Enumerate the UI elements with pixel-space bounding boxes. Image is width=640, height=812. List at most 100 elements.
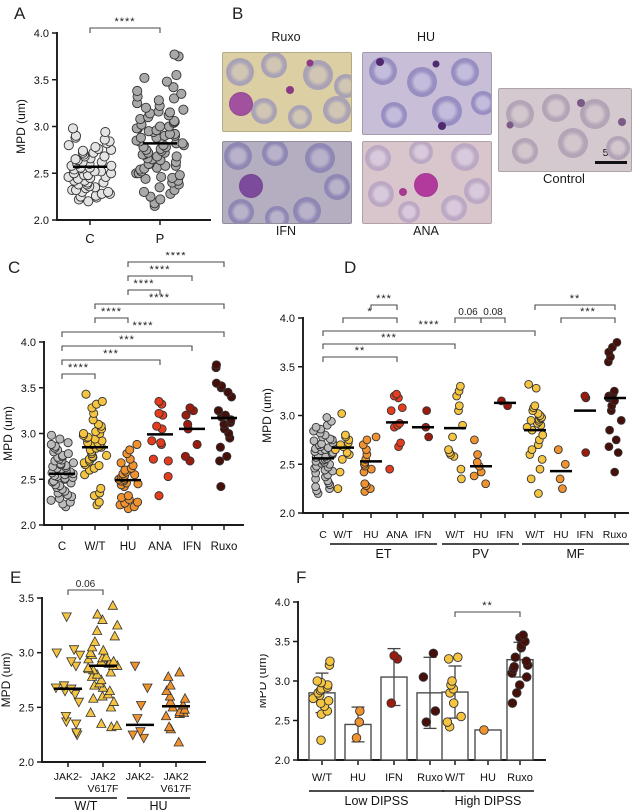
- svg-text:MPD (um): MPD (um): [260, 654, 269, 709]
- svg-text:MPD (um): MPD (um): [1, 406, 15, 461]
- svg-text:C: C: [85, 231, 94, 246]
- svg-text:***: ***: [103, 348, 119, 360]
- platelet: [398, 188, 407, 197]
- red-blood-cell: [305, 143, 336, 174]
- panel-d-letter: D: [344, 258, 357, 277]
- micrograph-control-label: Control: [543, 171, 585, 186]
- svg-text:W/T: W/T: [525, 529, 545, 541]
- svg-text:3.0: 3.0: [275, 676, 290, 688]
- svg-text:****: ****: [165, 252, 186, 262]
- svg-text:W/T: W/T: [312, 772, 332, 784]
- micrograph-hu: [362, 52, 492, 135]
- platelet: [285, 86, 294, 95]
- red-blood-cell: [580, 99, 611, 130]
- svg-text:***: ***: [376, 293, 392, 305]
- svg-text:2.0: 2.0: [34, 215, 49, 227]
- panel-b-letter: B: [232, 4, 244, 23]
- svg-text:****: ****: [133, 278, 154, 290]
- red-blood-cell: [367, 180, 394, 207]
- panel-e-letter: E: [10, 568, 22, 587]
- platelet: [432, 60, 440, 68]
- micrograph-ana: [362, 141, 492, 224]
- svg-text:MPD (um): MPD (um): [0, 653, 13, 708]
- svg-text:****: ****: [68, 362, 89, 374]
- micrograph-control: 5 um: [498, 88, 632, 172]
- svg-text:****: ****: [132, 320, 153, 332]
- red-blood-cell: [398, 200, 421, 223]
- svg-text:W/T: W/T: [445, 772, 465, 784]
- svg-text:3.0: 3.0: [280, 411, 295, 423]
- stained-cell: [228, 92, 253, 117]
- platelet: [438, 121, 447, 130]
- svg-text:W/T: W/T: [445, 529, 465, 541]
- stained-cell: [239, 173, 264, 198]
- svg-text:3.0: 3.0: [19, 648, 34, 660]
- svg-text:W/T: W/T: [333, 529, 353, 541]
- panel-c-letter: C: [8, 258, 21, 277]
- panel-d-plot: 2.0 2.5 3.0 3.5 4.0 MPD (um) C W/T HU ANA IFN W/T HU…: [260, 293, 629, 561]
- red-blood-cell: [323, 173, 350, 200]
- svg-text:4.0: 4.0: [21, 337, 36, 349]
- platelet: [375, 57, 384, 66]
- svg-text:****: ****: [101, 306, 122, 318]
- red-blood-cell: [293, 196, 322, 223]
- panel-b: Ruxo HU 5 um IFN ANA Control: [215, 0, 640, 252]
- svg-text:JAK2: JAK2: [90, 771, 115, 783]
- red-blood-cell: [365, 145, 392, 172]
- micrograph-ifn-label: IFN: [275, 224, 297, 238]
- svg-text:2.5: 2.5: [19, 702, 34, 714]
- svg-text:2.0: 2.0: [19, 757, 34, 769]
- red-blood-cell: [262, 142, 289, 167]
- panel-f: 2.0 2.5 3.0 3.5 4.0 MPD (um) W/T HU IFN Ruxo W/T HU…: [260, 565, 640, 812]
- micrograph-ruxo-label: Ruxo: [271, 30, 301, 44]
- svg-text:2.0: 2.0: [21, 520, 36, 532]
- platelet: [306, 59, 314, 67]
- svg-text:Ruxo: Ruxo: [417, 772, 443, 784]
- svg-text:ANA: ANA: [148, 541, 172, 553]
- panel-e: 2.0 2.5 3.0 3.5 MPD (um) JAK2- JAK2 V617F JAK2- J…: [0, 565, 248, 812]
- red-blood-cell: [557, 128, 588, 159]
- svg-text:IFN: IFN: [497, 529, 514, 541]
- svg-text:IFN: IFN: [415, 529, 432, 541]
- red-blood-cell: [406, 67, 437, 98]
- platelet: [576, 98, 585, 107]
- svg-text:HU: HU: [149, 799, 167, 812]
- svg-text:0.06: 0.06: [76, 579, 96, 590]
- svg-text:High DIPSS: High DIPSS: [455, 794, 522, 808]
- svg-text:3.5: 3.5: [19, 593, 34, 605]
- svg-text:****: ****: [418, 319, 439, 331]
- svg-text:HU: HU: [480, 772, 496, 784]
- red-blood-cell: [227, 198, 254, 223]
- svg-text:Ruxo: Ruxo: [507, 772, 533, 784]
- svg-text:JAK2-: JAK2-: [126, 771, 155, 783]
- svg-text:***: ***: [119, 334, 135, 346]
- svg-text:JAK2-: JAK2-: [54, 771, 83, 783]
- svg-text:V617F: V617F: [88, 783, 119, 795]
- svg-text:PV: PV: [472, 547, 489, 561]
- svg-text:IFN: IFN: [385, 772, 403, 784]
- svg-text:IFN: IFN: [183, 541, 202, 553]
- panel-c-plot: 2.0 2.5 3.0 3.5 4.0 MPD (um) C W/T HU ANA IFN Ruxo *…: [1, 252, 244, 553]
- svg-text:4.0: 4.0: [34, 28, 49, 40]
- red-blood-cell: [451, 142, 480, 171]
- svg-text:V617F: V617F: [161, 783, 192, 795]
- red-blood-cell: [264, 206, 289, 223]
- svg-text:**: **: [355, 345, 366, 357]
- svg-text:2.5: 2.5: [34, 168, 49, 180]
- micrograph-hu-label: HU: [416, 30, 436, 44]
- svg-text:2.5: 2.5: [21, 474, 36, 486]
- micrograph-ruxo: [222, 52, 352, 132]
- svg-text:C: C: [58, 541, 66, 553]
- svg-text:****: ****: [149, 292, 170, 304]
- svg-text:3.0: 3.0: [34, 122, 49, 134]
- svg-text:IFN: IFN: [577, 529, 594, 541]
- platelet: [506, 121, 514, 129]
- red-blood-cell: [250, 97, 277, 124]
- svg-text:W/T: W/T: [75, 799, 98, 812]
- svg-text:ET: ET: [376, 547, 392, 561]
- svg-text:Ruxo: Ruxo: [603, 529, 628, 541]
- svg-text:3.5: 3.5: [280, 362, 295, 374]
- svg-text:3.5: 3.5: [275, 637, 290, 649]
